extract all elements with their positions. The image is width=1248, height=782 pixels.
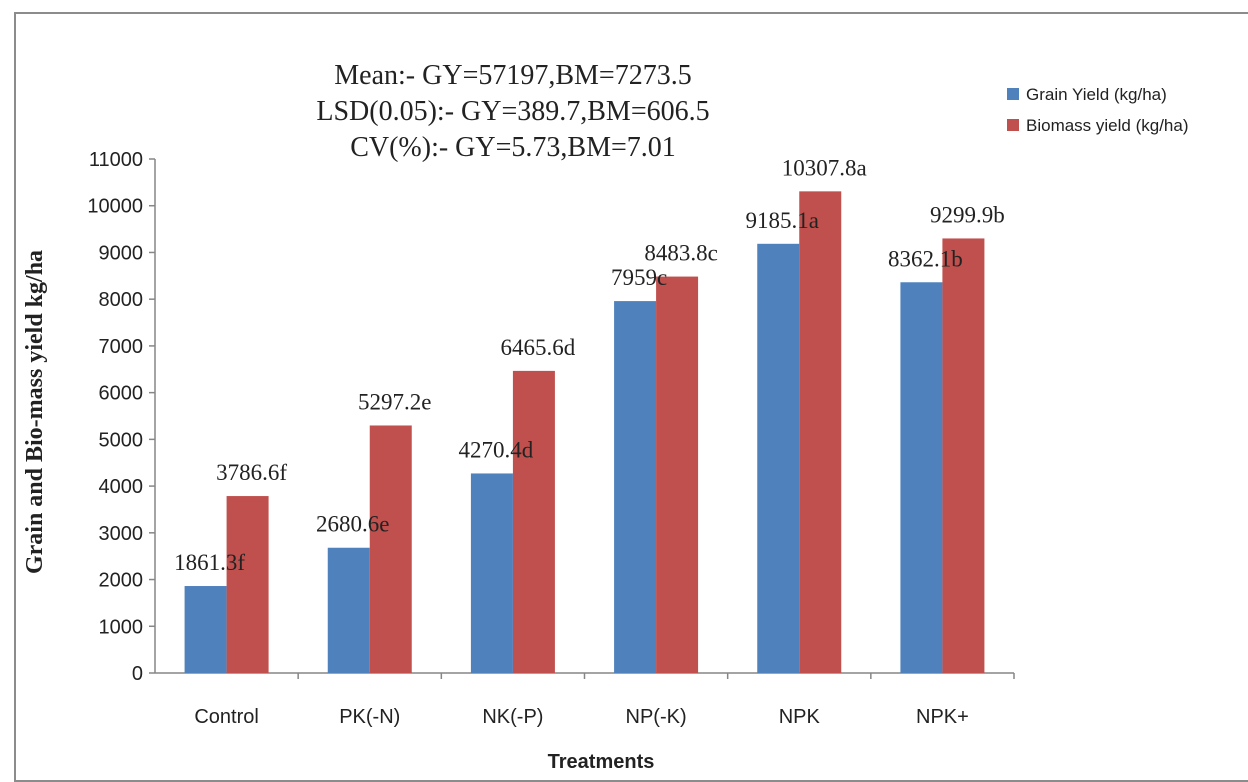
y-tick-label: 0 xyxy=(132,663,143,685)
x-tick-label: PK(-N) xyxy=(339,706,400,728)
x-tick-label: NPK+ xyxy=(916,706,969,728)
x-tick-label: Control xyxy=(194,706,258,728)
bars xyxy=(184,191,985,674)
data-label-grain: 9185.1a xyxy=(746,208,819,233)
bar-biomass-yield xyxy=(369,425,412,673)
bar-biomass-yield xyxy=(226,496,269,673)
data-label-grain: 4270.4d xyxy=(459,437,534,462)
bar-grain-yield xyxy=(327,547,370,673)
y-tick-label: 7000 xyxy=(99,336,144,358)
bar-biomass-yield xyxy=(799,191,842,674)
bar-grain-yield xyxy=(470,473,513,673)
bar-grain-yield xyxy=(614,301,657,673)
bar-labels: 1861.3f 3786.6f 2680.6e 5297.2e 4270.4d 6465.… xyxy=(174,155,1005,575)
y-axis-label: Grain and Bio-mass yield kg/ha xyxy=(22,250,48,574)
chart-title: Mean:- GY=57197,BM=7273.5 LSD(0.05):- GY… xyxy=(316,60,709,163)
axes: 0 1000 2000 3000 4000 5000 6000 7000 8000 9000 100… xyxy=(87,149,1015,728)
x-tick-label: NP(-K) xyxy=(626,706,687,728)
x-tick-label: NK(-P) xyxy=(482,706,543,728)
title-line-2: LSD(0.05):- GY=389.7,BM=606.5 xyxy=(316,96,709,127)
bar-biomass-yield xyxy=(942,238,985,673)
data-label-grain: 8362.1b xyxy=(888,246,963,271)
data-label-biomass: 10307.8a xyxy=(782,155,867,180)
y-tick-label: 6000 xyxy=(99,383,144,405)
data-label-biomass: 5297.2e xyxy=(358,389,431,414)
legend-label-grain: Grain Yield (kg/ha) xyxy=(1026,85,1167,104)
y-tick-label: 10000 xyxy=(87,196,143,218)
bar-grain-yield xyxy=(184,586,227,673)
y-tick-label: 9000 xyxy=(99,242,144,264)
data-label-biomass: 8483.8c xyxy=(644,241,717,266)
y-tick-label: 5000 xyxy=(99,429,144,451)
y-tick-label: 3000 xyxy=(99,523,144,545)
y-tick-label: 4000 xyxy=(99,476,144,498)
data-label-grain: 7959c xyxy=(611,265,667,290)
data-label-biomass: 6465.6d xyxy=(501,335,576,360)
legend: Grain Yield (kg/ha) Biomass yield (kg/ha… xyxy=(1007,85,1189,135)
legend-swatch-grain xyxy=(1007,88,1019,100)
data-label-biomass: 3786.6f xyxy=(216,460,287,485)
bar-biomass-yield xyxy=(656,276,699,673)
legend-swatch-biomass xyxy=(1007,119,1019,131)
data-label-grain: 2680.6e xyxy=(316,512,389,537)
data-label-biomass: 9299.9b xyxy=(930,202,1005,227)
y-tick-label: 8000 xyxy=(99,289,144,311)
y-tick-label: 11000 xyxy=(89,149,143,171)
y-tick-label: 2000 xyxy=(99,570,144,592)
x-tick-label: NPK xyxy=(779,706,821,728)
x-axis-label: Treatments xyxy=(548,751,655,773)
y-tick-label: 1000 xyxy=(99,616,144,638)
bar-grain-yield xyxy=(900,282,943,673)
title-line-3: CV(%):- GY=5.73,BM=7.01 xyxy=(350,132,676,163)
data-label-grain: 1861.3f xyxy=(174,550,245,575)
title-line-1: Mean:- GY=57197,BM=7273.5 xyxy=(334,60,691,91)
legend-label-biomass: Biomass yield (kg/ha) xyxy=(1026,116,1189,135)
bar-biomass-yield xyxy=(512,370,555,673)
bar-grain-yield xyxy=(757,243,800,673)
